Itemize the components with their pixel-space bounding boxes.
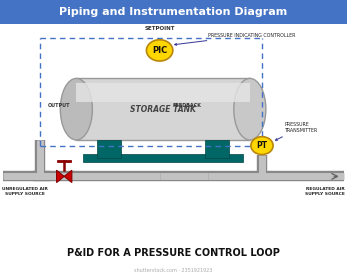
- Text: SETPOINT: SETPOINT: [144, 26, 175, 31]
- Ellipse shape: [234, 78, 266, 140]
- Text: Piping and Instrumentation Diagram: Piping and Instrumentation Diagram: [59, 7, 288, 17]
- FancyBboxPatch shape: [0, 0, 347, 24]
- Text: STORAGE TANK: STORAGE TANK: [130, 105, 196, 114]
- Text: shutterstock.com · 2351921923: shutterstock.com · 2351921923: [134, 268, 213, 273]
- FancyBboxPatch shape: [76, 78, 250, 140]
- Text: FEEDBACK: FEEDBACK: [173, 103, 202, 108]
- Text: P&ID FOR A PRESSURE CONTROL LOOP: P&ID FOR A PRESSURE CONTROL LOOP: [67, 248, 280, 258]
- Polygon shape: [97, 140, 121, 158]
- Text: OUTPUT: OUTPUT: [48, 103, 70, 108]
- Circle shape: [251, 137, 273, 155]
- Polygon shape: [57, 170, 72, 183]
- Text: REGULATED AIR
SUPPLY SOURCE: REGULATED AIR SUPPLY SOURCE: [305, 188, 345, 196]
- FancyBboxPatch shape: [76, 83, 250, 102]
- FancyBboxPatch shape: [83, 154, 243, 162]
- Text: PRESSURE
TRANSMITTER: PRESSURE TRANSMITTER: [276, 122, 318, 140]
- Ellipse shape: [60, 78, 92, 140]
- Circle shape: [146, 40, 173, 61]
- Polygon shape: [205, 140, 229, 158]
- Text: PRESSURE INDICATING CONTROLLER: PRESSURE INDICATING CONTROLLER: [175, 32, 296, 45]
- Text: PT: PT: [256, 141, 268, 150]
- Text: PIC: PIC: [152, 46, 167, 55]
- Text: UNREGULATED AIR
SUPPLY SOURCE: UNREGULATED AIR SUPPLY SOURCE: [2, 188, 48, 196]
